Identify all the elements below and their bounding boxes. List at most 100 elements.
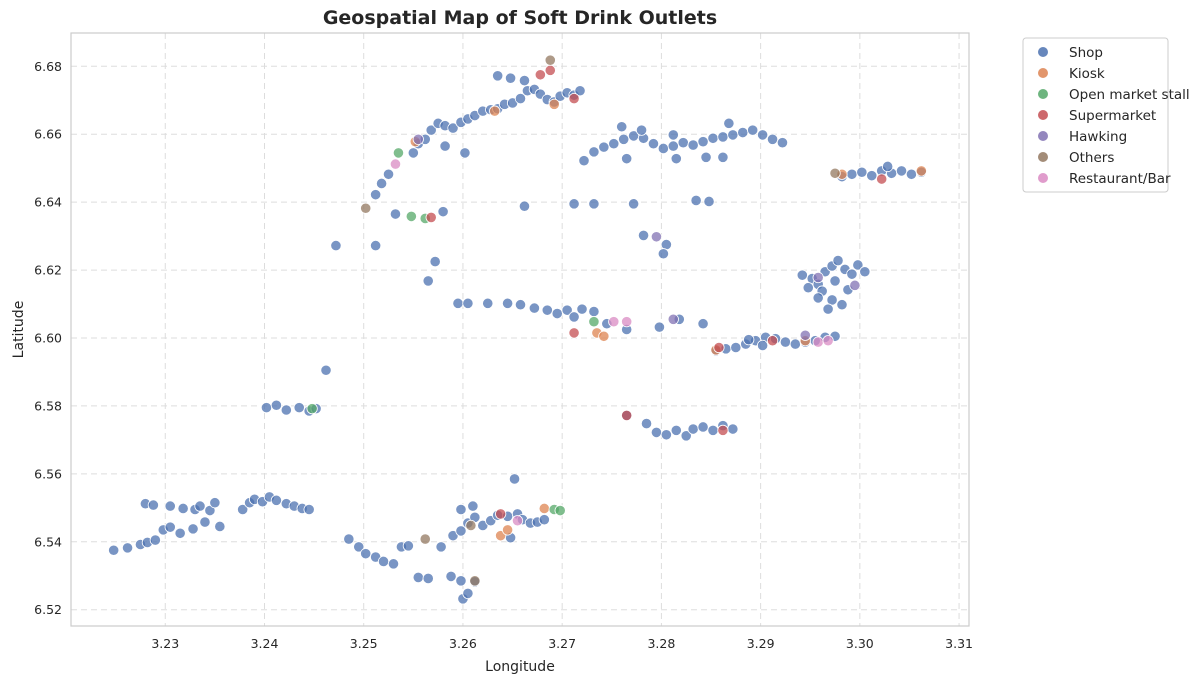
data-point [598, 330, 610, 342]
data-point [812, 292, 824, 304]
data-point [303, 503, 315, 516]
data-point [121, 542, 134, 554]
data-point [422, 572, 434, 585]
legend-marker [1038, 47, 1048, 57]
data-point [637, 229, 650, 242]
data-point [528, 302, 540, 314]
x-tick-label: 3.27 [548, 636, 576, 651]
x-axis-label: Longitude [485, 659, 555, 675]
data-point [779, 336, 792, 348]
x-tick-label: 3.23 [151, 636, 179, 651]
data-point [730, 341, 742, 354]
legend-marker [1038, 89, 1048, 99]
data-point [108, 544, 120, 556]
data-point [703, 195, 715, 208]
data-point [164, 500, 176, 512]
legend-label: Others [1069, 150, 1114, 166]
data-point [660, 429, 672, 441]
data-point [501, 297, 514, 309]
data-point [667, 140, 679, 152]
data-point [353, 541, 365, 553]
data-point [670, 424, 682, 436]
data-point [832, 254, 844, 267]
data-point [551, 307, 563, 320]
data-point [439, 140, 451, 152]
data-point [882, 160, 894, 173]
data-point [707, 132, 719, 144]
data-point [518, 74, 531, 87]
data-point [429, 255, 441, 268]
data-point [514, 299, 527, 311]
legend-label: Open market stall [1069, 87, 1190, 103]
legend-marker [1038, 152, 1048, 162]
legend-label: Shop [1069, 45, 1103, 61]
data-point [608, 138, 620, 150]
data-point [492, 70, 504, 82]
data-point [588, 198, 600, 210]
data-point [343, 533, 355, 545]
data-point [723, 117, 735, 129]
legend-item: Open market stall [1038, 87, 1190, 103]
legend-item: Kiosk [1038, 66, 1105, 82]
data-point [700, 151, 712, 163]
data-point [628, 198, 640, 210]
series-open-market-stall [306, 147, 600, 517]
data-point [905, 168, 918, 180]
data-point [647, 138, 660, 150]
data-point [554, 504, 566, 517]
data-point [164, 521, 176, 533]
data-point [687, 139, 699, 151]
data-point [149, 534, 161, 546]
data-point [204, 504, 216, 517]
y-tick-label: 6.54 [34, 534, 62, 549]
legend-item: Hawking [1038, 129, 1127, 145]
data-point [147, 499, 159, 511]
points-layer [108, 54, 927, 605]
data-point [737, 126, 749, 139]
data-point [757, 339, 769, 352]
data-point [680, 430, 692, 442]
data-point [836, 299, 848, 311]
legend-marker [1038, 68, 1048, 78]
data-point [389, 158, 402, 170]
data-point [707, 424, 719, 436]
data-point [360, 202, 372, 214]
data-point [462, 297, 474, 309]
y-tick-label: 6.64 [34, 195, 62, 210]
data-point [407, 147, 419, 159]
data-point [214, 520, 226, 533]
data-point [405, 210, 417, 223]
data-point [561, 304, 573, 316]
data-point [766, 133, 779, 145]
data-point [462, 587, 474, 599]
data-point [177, 502, 189, 515]
legend-label: Kiosk [1069, 66, 1105, 82]
legend-frame [1022, 37, 1169, 193]
data-point [895, 165, 908, 177]
data-point [544, 54, 556, 66]
data-point [377, 555, 390, 568]
x-tick-label: 3.26 [449, 636, 477, 651]
data-point [757, 129, 769, 141]
data-point [237, 503, 249, 516]
data-point [306, 403, 318, 415]
data-point [382, 168, 395, 180]
data-point [511, 515, 524, 527]
legend-label: Supermarket [1069, 108, 1156, 124]
y-tick-label: 6.56 [34, 466, 62, 481]
data-point [697, 136, 709, 148]
data-point [621, 316, 633, 328]
data-point [796, 269, 808, 281]
data-point [469, 575, 481, 587]
data-point [508, 473, 521, 485]
data-point [425, 211, 437, 224]
legend-item: Restaurant/Bar [1038, 171, 1171, 187]
data-point [360, 548, 372, 560]
data-point [578, 155, 590, 167]
legend-marker [1038, 131, 1048, 141]
data-point [621, 409, 633, 422]
y-tick-label: 6.62 [34, 263, 62, 278]
data-point [389, 208, 402, 220]
data-point [568, 311, 580, 323]
data-point [392, 147, 405, 159]
